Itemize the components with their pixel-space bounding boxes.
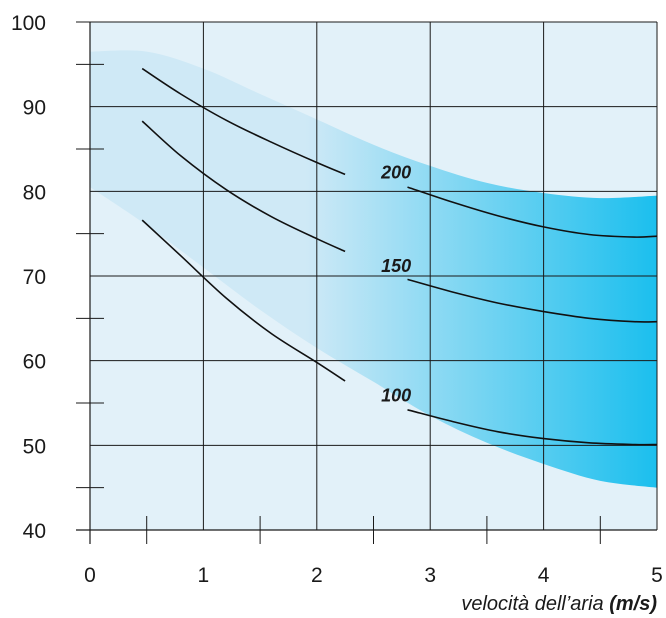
operating-band (90, 50, 657, 488)
x-tick-label: 5 (651, 564, 663, 587)
series-line-150 (141, 120, 346, 253)
y-tick-label: 50 (23, 435, 46, 458)
series-label-100: 100 (381, 385, 411, 405)
y-tick-label: 60 (23, 351, 46, 374)
y-tick-label: 70 (23, 266, 46, 289)
series-line-150 (407, 278, 658, 323)
series-line-200 (407, 186, 658, 238)
curves: 200 150 100 (141, 67, 658, 446)
series-label-200: 200 (380, 163, 411, 183)
x-axis-label: velocità dell’aria (m/s) (461, 593, 657, 615)
y-tick-label: 100 (11, 12, 46, 35)
axes (76, 21, 657, 544)
x-tick-label: 1 (198, 564, 210, 587)
y-tick-label: 80 (23, 181, 46, 204)
y-tick-label: 90 (23, 97, 46, 120)
x-axis-label-unit: (m/s) (609, 593, 657, 615)
series-label-150: 150 (381, 256, 411, 276)
x-tick-label: 3 (424, 564, 436, 587)
series-line-100 (141, 219, 346, 382)
tick-labels: 0 1 2 3 4 5 40 50 60 70 80 90 100 (11, 12, 663, 587)
x-tick-label: 4 (538, 564, 550, 587)
y-tick-label: 40 (23, 520, 46, 543)
x-axis-label-text: velocità dell’aria (461, 593, 603, 615)
x-tick-label: 2 (311, 564, 323, 587)
series-line-200 (141, 67, 346, 176)
series-line-100 (407, 409, 658, 446)
x-tick-label: 0 (84, 564, 96, 587)
